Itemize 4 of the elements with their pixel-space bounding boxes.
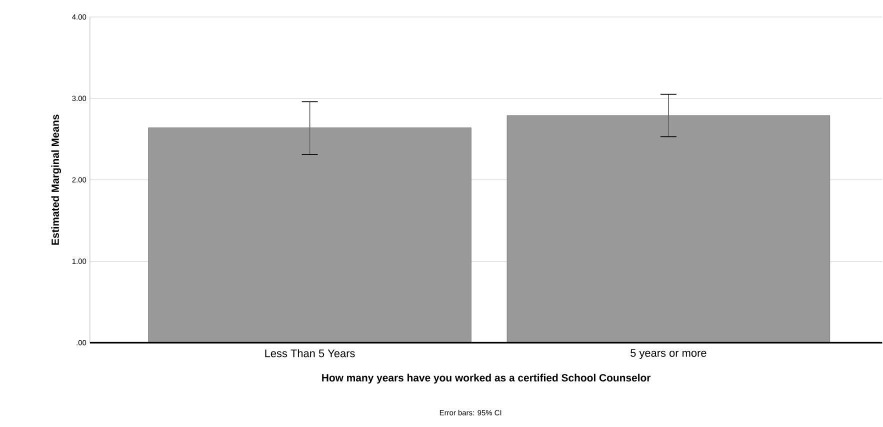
y-axis-title: Estimated Marginal Means [51, 114, 62, 245]
x-tick-label: Less Than 5 Years [265, 349, 355, 358]
x-tick-label: 5 years or more [630, 349, 706, 360]
x-axis-title: How many years have you worked as a certified School Counselor [322, 374, 651, 384]
